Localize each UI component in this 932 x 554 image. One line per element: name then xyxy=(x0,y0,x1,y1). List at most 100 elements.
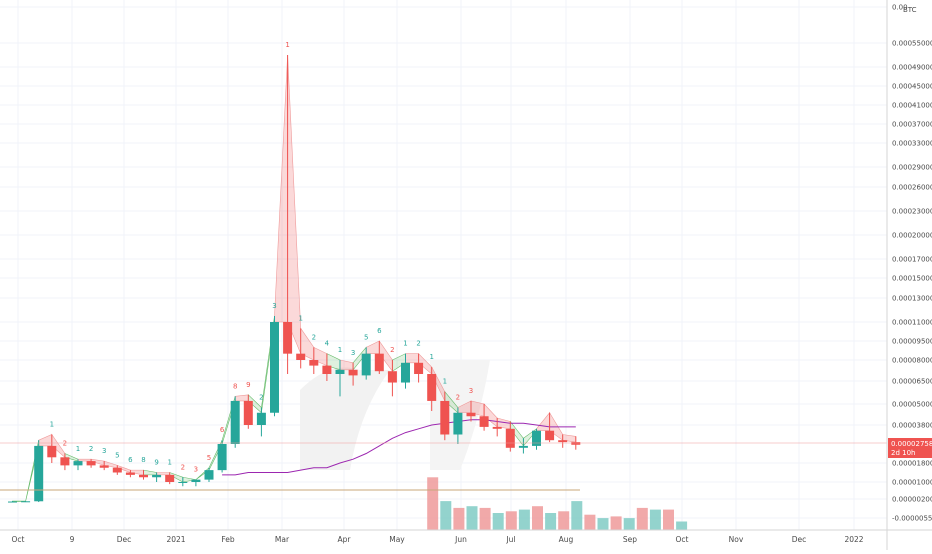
volume-bar xyxy=(532,506,543,530)
td-count-label: 1 xyxy=(298,314,302,322)
candle[interactable] xyxy=(361,347,371,380)
candle[interactable] xyxy=(401,353,410,389)
candle[interactable] xyxy=(34,440,44,503)
candle[interactable] xyxy=(125,470,135,478)
price-axis[interactable]: 0.00 0.00055000 0.00049000 0.00045000 0.0004… xyxy=(886,0,932,550)
candle[interactable] xyxy=(453,407,463,445)
candle[interactable] xyxy=(8,501,17,503)
td-count-label: 8 xyxy=(141,456,145,464)
candle[interactable] xyxy=(21,501,31,503)
date-tick-label: Apr xyxy=(338,535,352,544)
candle[interactable] xyxy=(256,407,266,437)
candle-body xyxy=(296,353,306,360)
candle[interactable] xyxy=(348,362,358,386)
date-tick-label: Dec xyxy=(117,535,132,544)
candle[interactable] xyxy=(335,360,345,397)
price-tick-label: 0.00029000 xyxy=(892,164,932,172)
candle[interactable] xyxy=(558,434,568,448)
candle-body xyxy=(492,426,502,429)
price-tick-label: 0.00049000 xyxy=(892,64,932,72)
candle[interactable] xyxy=(217,440,227,473)
candle[interactable] xyxy=(112,465,122,475)
date-tick-label: Oct xyxy=(676,535,689,544)
td-count-label: 9 xyxy=(154,459,158,467)
candle[interactable] xyxy=(191,479,201,487)
candle-body xyxy=(152,474,162,478)
volume-bar xyxy=(440,501,452,530)
candle-body xyxy=(532,430,541,446)
price-tick-label: 0.00000200 xyxy=(892,496,932,504)
candle[interactable] xyxy=(505,421,515,452)
candle[interactable] xyxy=(532,428,541,450)
candle[interactable] xyxy=(230,396,240,448)
candle[interactable] xyxy=(440,391,450,441)
price-tick-label: 0.00005000 xyxy=(892,401,932,409)
candle[interactable] xyxy=(309,347,319,374)
candle-body xyxy=(479,416,489,427)
candle[interactable] xyxy=(178,477,188,487)
candle[interactable] xyxy=(545,412,555,443)
volume-bar xyxy=(676,521,688,530)
candle[interactable] xyxy=(374,341,384,374)
candle-body xyxy=(361,353,371,376)
candle[interactable] xyxy=(270,316,279,417)
date-tick-label: 2021 xyxy=(166,535,185,544)
candlesticks[interactable] xyxy=(8,55,581,503)
ma-polyline xyxy=(222,419,576,476)
candle[interactable] xyxy=(204,467,214,482)
volume-bar xyxy=(663,509,674,530)
price-tick-label: -0.00000550 xyxy=(892,515,932,523)
volume-bar xyxy=(636,507,648,530)
current-price-badge: 0.00002758 2d 10h xyxy=(888,438,932,458)
candle[interactable] xyxy=(152,472,162,483)
time-axis[interactable]: Oct 9 Dec 2021 Feb Mar Apr May Jun Jul Aug Sep Oct No… xyxy=(0,529,932,544)
candle-body xyxy=(427,374,437,401)
candle[interactable] xyxy=(427,367,437,411)
td-count-label: 6 xyxy=(128,456,133,464)
candle[interactable] xyxy=(296,328,306,369)
candle[interactable] xyxy=(47,434,57,464)
volume-bar xyxy=(571,501,583,530)
candle-body xyxy=(414,362,424,374)
volume-bar xyxy=(545,513,557,530)
candle[interactable] xyxy=(243,394,253,429)
candle[interactable] xyxy=(414,353,424,383)
td-count-label: 2 xyxy=(416,340,420,348)
candle-body xyxy=(322,365,332,374)
candle[interactable] xyxy=(139,470,148,480)
volume-bar xyxy=(466,506,478,530)
volume-bars xyxy=(427,477,688,530)
td-count-label: 2 xyxy=(312,333,316,341)
candle[interactable] xyxy=(73,459,83,471)
td-count-label: 2 xyxy=(63,440,67,448)
candle-body xyxy=(112,467,122,473)
price-tick-label: 0.00037000 xyxy=(892,121,932,129)
volume-bar xyxy=(623,518,635,530)
td-count-label: 3 xyxy=(272,302,276,310)
candle[interactable] xyxy=(479,404,489,431)
candle[interactable] xyxy=(466,400,476,422)
candle[interactable] xyxy=(99,461,109,471)
candle-body xyxy=(8,501,17,503)
candle[interactable] xyxy=(60,453,70,471)
td-count-label: 3 xyxy=(102,447,106,455)
candle[interactable] xyxy=(492,418,502,437)
candle[interactable] xyxy=(165,472,175,485)
bar-countdown: 2d 10h xyxy=(891,449,915,457)
price-tick-label: 0.00001000 xyxy=(892,479,932,487)
td-count-label: 5 xyxy=(115,451,119,459)
candle[interactable] xyxy=(387,360,397,397)
date-tick-label: Oct xyxy=(12,535,25,544)
candle[interactable] xyxy=(86,459,96,468)
price-tick-label: 0.00009500 xyxy=(892,338,932,346)
candle-body xyxy=(453,412,463,435)
td-count-label: 2 xyxy=(259,394,263,402)
candle[interactable] xyxy=(283,55,293,374)
candle-body xyxy=(283,322,293,354)
candle[interactable] xyxy=(322,353,332,381)
candle[interactable] xyxy=(518,438,528,454)
